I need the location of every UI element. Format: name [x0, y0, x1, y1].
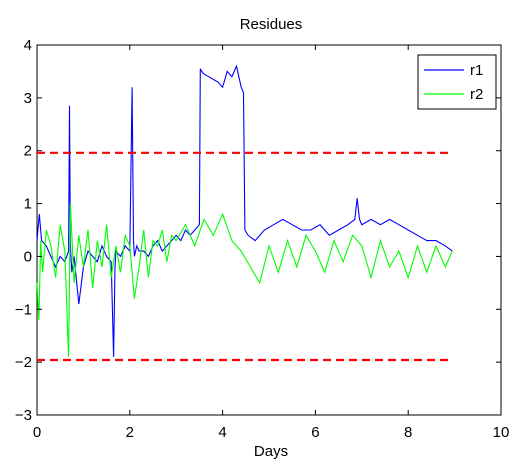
- legend-box: [417, 54, 497, 110]
- legend-label-r1: r1: [470, 62, 483, 79]
- y-tick-label: 0: [24, 248, 32, 265]
- x-tick-label: 6: [311, 424, 319, 441]
- chart-title: Residues: [240, 16, 303, 33]
- x-tick-label: 10: [493, 424, 510, 441]
- y-tick-label: −3: [15, 407, 32, 424]
- series-line-r2: [36, 203, 453, 357]
- x-tick-label: 0: [33, 424, 41, 441]
- y-tick-label: −1: [15, 301, 32, 318]
- x-tick-label: 4: [218, 424, 226, 441]
- y-tick-label: 1: [24, 196, 32, 213]
- series-line-r1: [36, 64, 453, 357]
- y-tick-label: 2: [24, 143, 32, 160]
- y-tick-label: −2: [15, 354, 32, 371]
- legend-label-r2: r2: [470, 86, 483, 103]
- x-tick-label: 2: [126, 424, 134, 441]
- legend: r1 r2: [417, 54, 497, 110]
- x-tick-label: 8: [404, 424, 412, 441]
- y-tick-label: 4: [24, 37, 32, 54]
- series-layer: [36, 64, 453, 362]
- x-axis-label: Days: [254, 443, 288, 460]
- y-tick-label: 3: [24, 90, 32, 107]
